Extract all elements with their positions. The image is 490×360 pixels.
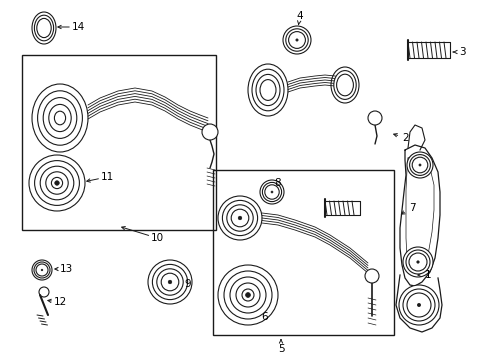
Circle shape <box>161 273 179 291</box>
Circle shape <box>412 157 428 173</box>
Circle shape <box>41 269 43 271</box>
Ellipse shape <box>37 18 51 37</box>
Circle shape <box>265 185 279 199</box>
Circle shape <box>39 287 49 297</box>
Circle shape <box>409 253 427 271</box>
Circle shape <box>407 293 431 317</box>
Circle shape <box>218 265 278 325</box>
Ellipse shape <box>34 15 53 41</box>
Text: 9: 9 <box>185 279 191 289</box>
Circle shape <box>36 264 48 276</box>
Ellipse shape <box>43 98 77 138</box>
Circle shape <box>368 111 382 125</box>
Ellipse shape <box>256 75 280 105</box>
Ellipse shape <box>334 71 356 99</box>
Circle shape <box>231 209 249 227</box>
Circle shape <box>263 183 282 202</box>
Circle shape <box>242 289 254 301</box>
Ellipse shape <box>54 111 66 125</box>
Circle shape <box>365 269 379 283</box>
Circle shape <box>410 154 430 175</box>
Ellipse shape <box>49 104 71 132</box>
Circle shape <box>417 303 420 307</box>
Text: 1: 1 <box>425 270 431 280</box>
Circle shape <box>271 191 273 193</box>
Circle shape <box>152 264 188 300</box>
Circle shape <box>289 32 305 48</box>
Circle shape <box>419 164 421 166</box>
Circle shape <box>29 155 85 211</box>
Circle shape <box>51 177 63 189</box>
Circle shape <box>46 172 68 194</box>
Circle shape <box>230 277 266 313</box>
Circle shape <box>148 260 192 304</box>
Ellipse shape <box>331 67 359 103</box>
Circle shape <box>286 29 308 51</box>
Circle shape <box>407 152 433 178</box>
Text: 4: 4 <box>296 11 303 21</box>
Circle shape <box>399 285 439 325</box>
Text: 10: 10 <box>150 233 164 243</box>
Ellipse shape <box>32 12 56 44</box>
Text: 5: 5 <box>278 344 284 354</box>
Circle shape <box>168 280 172 284</box>
Ellipse shape <box>260 80 276 100</box>
Text: 2: 2 <box>403 133 409 143</box>
Circle shape <box>406 250 430 274</box>
Circle shape <box>32 260 52 280</box>
Text: 7: 7 <box>409 203 416 213</box>
Text: 6: 6 <box>262 312 269 322</box>
Circle shape <box>403 289 435 321</box>
Ellipse shape <box>38 91 82 145</box>
Text: 13: 13 <box>59 264 73 274</box>
Circle shape <box>238 216 242 220</box>
Circle shape <box>222 201 258 235</box>
Bar <box>22 55 216 230</box>
Circle shape <box>296 39 298 41</box>
Ellipse shape <box>252 69 284 111</box>
Circle shape <box>40 166 74 200</box>
Circle shape <box>218 196 262 240</box>
Circle shape <box>224 271 272 319</box>
Circle shape <box>260 180 284 204</box>
Circle shape <box>245 293 250 297</box>
Ellipse shape <box>32 84 88 152</box>
Circle shape <box>55 181 59 185</box>
Text: 8: 8 <box>275 178 281 188</box>
Circle shape <box>34 262 50 278</box>
Circle shape <box>35 161 79 206</box>
Text: 11: 11 <box>100 172 114 182</box>
Circle shape <box>283 26 311 54</box>
Ellipse shape <box>248 64 288 116</box>
Circle shape <box>202 124 218 140</box>
Circle shape <box>417 261 419 263</box>
Circle shape <box>157 269 183 295</box>
Circle shape <box>236 283 260 307</box>
Ellipse shape <box>337 74 353 96</box>
Circle shape <box>403 247 433 277</box>
Circle shape <box>227 205 253 231</box>
Text: 14: 14 <box>72 22 85 32</box>
Text: 3: 3 <box>459 47 466 57</box>
Text: 12: 12 <box>53 297 67 307</box>
Bar <box>213 170 394 335</box>
